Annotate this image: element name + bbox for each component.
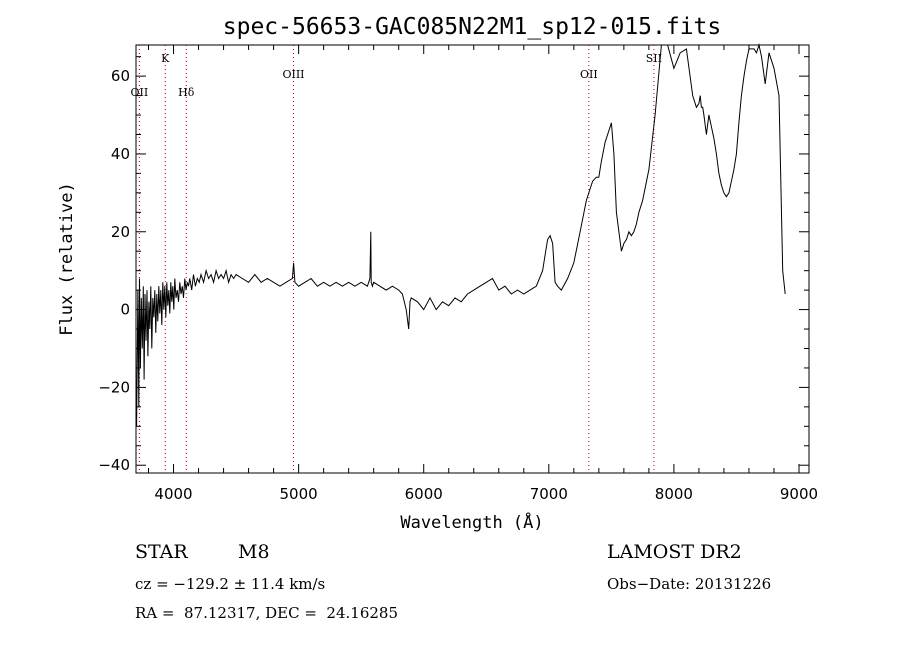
line-markers: OII K Hδ OIII OII SII bbox=[131, 45, 662, 473]
object-type: STAR bbox=[135, 541, 188, 563]
x-tick-label: 8000 bbox=[655, 485, 693, 503]
y-axis-label: Flux (relative) bbox=[57, 182, 77, 336]
line-marker-label: OII bbox=[131, 86, 149, 99]
object-subclass: M8 bbox=[238, 541, 270, 563]
plot-frame bbox=[135, 44, 810, 474]
y-tick-label: −40 bbox=[98, 456, 130, 474]
y-tick-label: 20 bbox=[111, 223, 130, 241]
x-tick-label: 6000 bbox=[405, 485, 443, 503]
x-tick-label: 4000 bbox=[154, 485, 192, 503]
line-marker-label: OII bbox=[580, 68, 598, 81]
y-tick-label: 40 bbox=[111, 145, 130, 163]
spectrum-line bbox=[136, 43, 786, 427]
line-marker-label: SII bbox=[646, 52, 662, 65]
redshift-text: cz = −129.2 ± 11.4 km/s bbox=[135, 575, 326, 593]
obs-date: Obs−Date: 20131226 bbox=[607, 575, 772, 593]
line-marker-label: K bbox=[161, 52, 170, 65]
x-tick-label: 7000 bbox=[530, 485, 568, 503]
y-tick-label: −20 bbox=[98, 378, 130, 396]
survey-name: LAMOST DR2 bbox=[607, 541, 742, 563]
coordinates: RA = 87.12317, DEC = 24.16285 bbox=[135, 604, 399, 622]
line-marker-label: OIII bbox=[282, 68, 304, 81]
line-marker-label: Hδ bbox=[178, 86, 195, 99]
x-axis-label: Wavelength (Å) bbox=[400, 511, 543, 533]
x-tick-label: 9000 bbox=[780, 485, 818, 503]
x-tick-label: 5000 bbox=[280, 485, 318, 503]
chart-title: spec-56653-GAC085N22M1_sp12-015.fits bbox=[223, 14, 722, 40]
spectrum-series bbox=[136, 43, 786, 427]
axis-ticks: 4000 5000 6000 7000 8000 9000 −40 −20 0 20 40 60 bbox=[98, 45, 818, 503]
y-tick-label: 60 bbox=[111, 67, 130, 85]
y-tick-label: 0 bbox=[120, 301, 130, 319]
